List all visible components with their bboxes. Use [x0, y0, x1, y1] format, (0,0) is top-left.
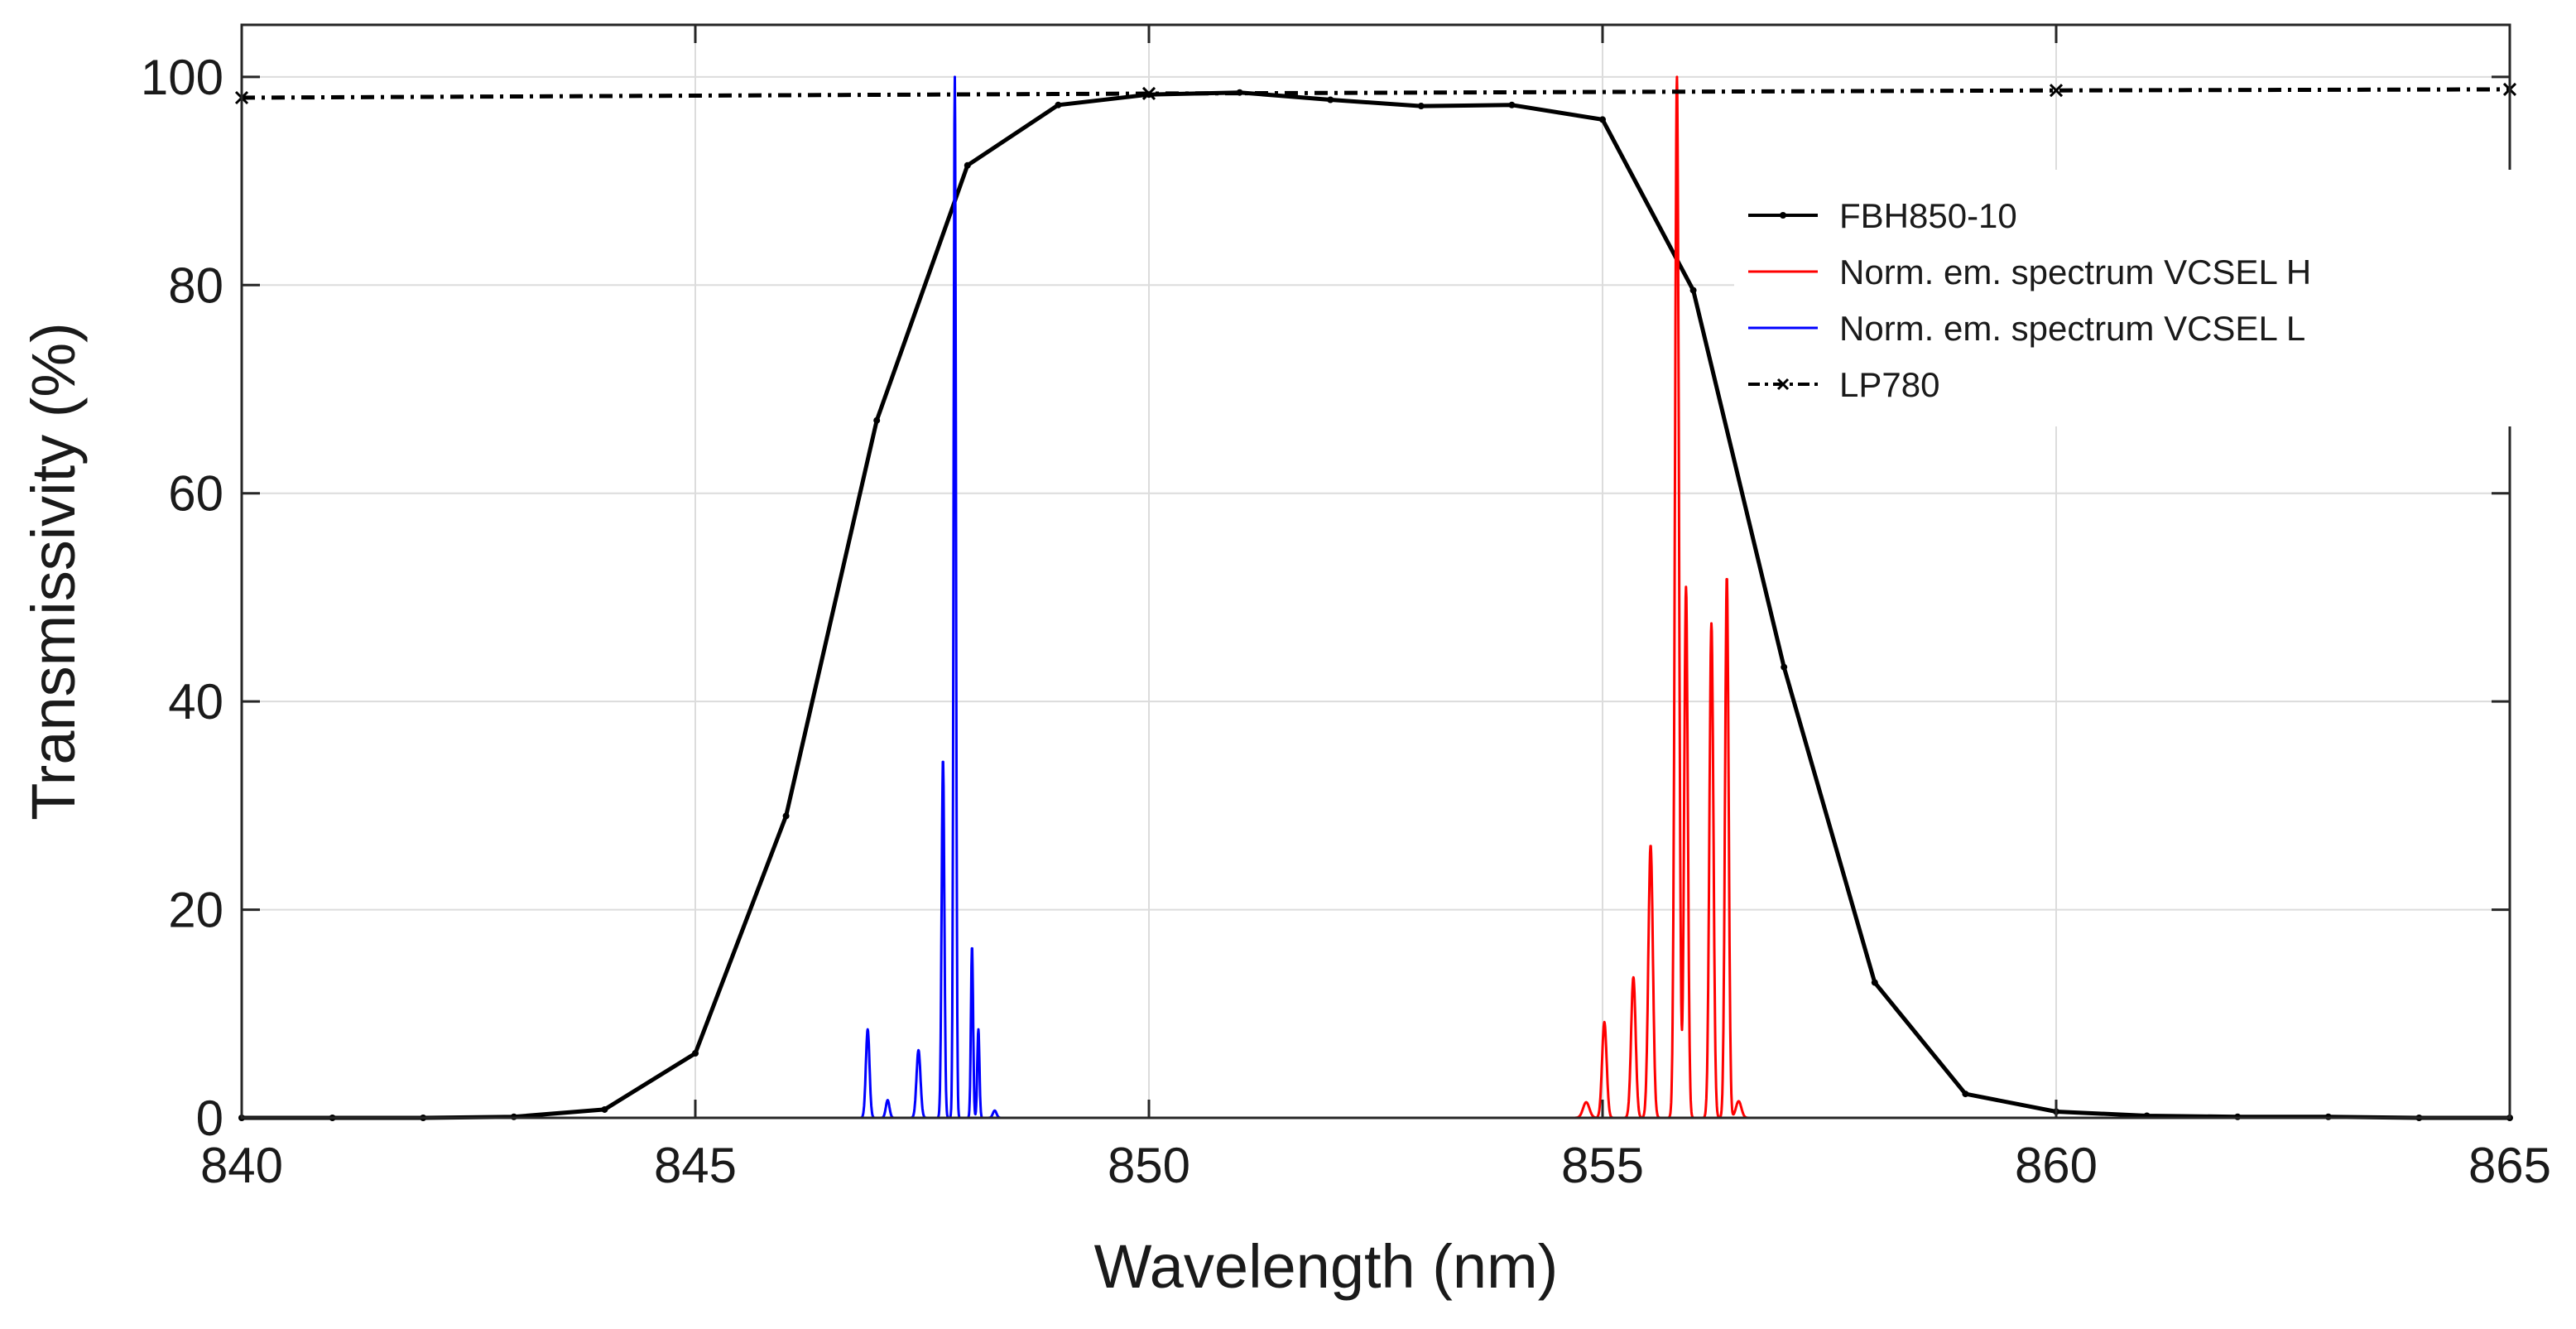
data-point-lp780: [2049, 84, 2064, 98]
y-tick-label: 20: [168, 883, 223, 938]
y-tick-label: 60: [168, 466, 223, 522]
data-point-fbh850-10: [1417, 103, 1425, 110]
legend-label-fbh850-10: FBH850-10: [1839, 196, 2017, 235]
grid-layer: [242, 25, 2510, 1118]
x-tick-label: 845: [654, 1138, 737, 1193]
data-point-fbh850-10: [1689, 287, 1697, 294]
legend: FBH850-10 Norm. em. spectrum VCSEL H Norm.…: [1734, 170, 2512, 426]
y-tick-label: 0: [196, 1091, 223, 1146]
data-point-fbh850-10: [1055, 101, 1062, 108]
data-point-fbh850-10: [1599, 116, 1606, 123]
x-tick-label: 855: [1561, 1138, 1644, 1193]
y-tick-label: 80: [168, 258, 223, 313]
legend-label-norm-em-spectrum-vcsel-h: Norm. em. spectrum VCSEL H: [1839, 253, 2311, 291]
x-tick-label: 865: [2468, 1138, 2551, 1193]
data-point-fbh850-10: [873, 417, 881, 424]
series-line-norm-em-spectrum-vcsel-l: [694, 75, 1151, 1120]
tick-layer: 840 845 850 855 860 865 0 20 40 60 80 100: [141, 25, 2551, 1193]
y-tick-label: 40: [168, 674, 223, 730]
x-axis-label: Wavelength (nm): [1094, 1232, 1559, 1301]
y-axis-label: Transmissivity (%): [19, 322, 88, 821]
data-point-fbh850-10: [1962, 1091, 1969, 1098]
series-line-lp780: [241, 87, 2511, 100]
series-line-fbh850-10: [242, 90, 2510, 1120]
x-tick-label: 850: [1108, 1138, 1190, 1193]
x-tick-label: 860: [2015, 1138, 2098, 1193]
data-point-fbh850-10: [1871, 979, 1878, 986]
legend-label-lp780: LP780: [1839, 365, 1939, 404]
x-tick-label: 840: [200, 1138, 283, 1193]
data-point-fbh850-10: [964, 161, 971, 169]
series-line-norm-em-spectrum-vcsel-h: [1329, 75, 1785, 1120]
data-point-fbh850-10: [1327, 96, 1334, 104]
data-point-fbh850-10: [1781, 663, 1788, 671]
legend-label-norm-em-spectrum-vcsel-l: Norm. em. spectrum VCSEL L: [1839, 309, 2305, 348]
plot-frame: [240, 23, 2511, 1120]
data-point-fbh850-10: [601, 1105, 608, 1113]
legend-box: [1734, 170, 2512, 426]
data-point-fbh850-10: [1508, 101, 1516, 108]
data-point-fbh850-10: [782, 812, 790, 820]
legend-marker-fbh850-10: [1780, 212, 1786, 219]
data-point-fbh850-10: [692, 1050, 699, 1057]
data-point-lp780: [1141, 86, 1156, 101]
legend-marker-lp780: [1776, 378, 1790, 391]
y-tick-label: 100: [141, 50, 223, 105]
